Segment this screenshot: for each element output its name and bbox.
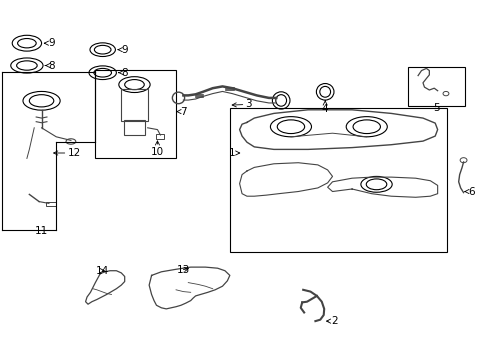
- Text: 9: 9: [44, 38, 55, 48]
- Text: 9: 9: [118, 45, 128, 55]
- Text: 10: 10: [151, 141, 163, 157]
- Text: 5: 5: [432, 103, 439, 113]
- Text: 8: 8: [45, 60, 55, 71]
- Text: 13: 13: [176, 265, 190, 275]
- Bar: [95, 70, 176, 158]
- Text: 11: 11: [35, 226, 48, 236]
- Text: 2: 2: [326, 316, 338, 326]
- Text: 14: 14: [96, 266, 109, 276]
- Text: 4: 4: [321, 101, 328, 114]
- Bar: [407, 67, 464, 106]
- Bar: [123, 120, 145, 135]
- Text: 3: 3: [232, 99, 252, 109]
- Bar: [121, 89, 147, 121]
- Text: 7: 7: [177, 107, 186, 117]
- Text: 12: 12: [54, 148, 81, 158]
- Text: 6: 6: [464, 186, 474, 197]
- Text: 1: 1: [228, 148, 239, 158]
- Bar: [46, 202, 56, 206]
- Bar: [229, 108, 447, 252]
- Text: 8: 8: [118, 68, 128, 78]
- Bar: [155, 134, 164, 139]
